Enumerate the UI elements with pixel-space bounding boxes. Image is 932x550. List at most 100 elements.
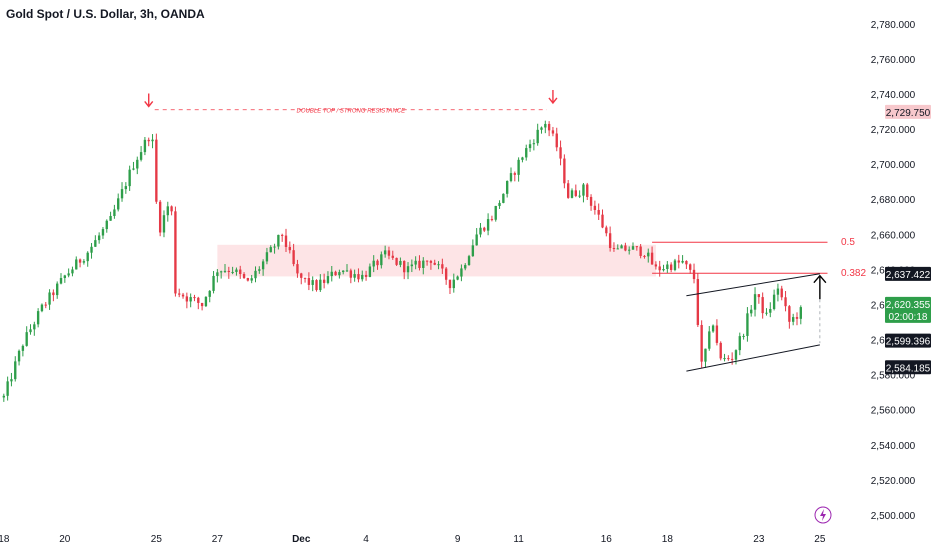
candle-body <box>669 264 673 270</box>
candle-body <box>273 246 276 248</box>
candle-body <box>456 276 459 280</box>
candle-body <box>117 198 120 210</box>
candle-body <box>101 229 105 236</box>
candle-body <box>345 270 349 272</box>
candle-body <box>94 240 97 247</box>
candle-body <box>689 264 692 270</box>
candle-body <box>395 257 398 265</box>
candle-body <box>170 206 173 212</box>
candle-body <box>605 227 608 234</box>
candle-body <box>612 248 616 250</box>
candle-body <box>78 259 82 263</box>
candle-body <box>711 325 715 332</box>
candle-body <box>136 159 139 169</box>
candle-body <box>219 271 223 273</box>
candle-body <box>494 205 497 220</box>
candle-body <box>231 271 234 273</box>
candle-body <box>33 324 36 330</box>
x-tick-label: 16 <box>601 534 613 545</box>
candle-body <box>151 139 154 142</box>
candle-body <box>2 395 5 398</box>
x-tick-label: 4 <box>363 534 369 545</box>
candle-body <box>483 227 486 231</box>
candle-body <box>364 274 368 277</box>
candle-body <box>139 152 143 160</box>
candle-body <box>723 358 726 360</box>
candle-body <box>391 255 394 258</box>
candle-body <box>540 127 543 130</box>
candle-body <box>624 245 627 251</box>
candle-body <box>505 180 509 194</box>
candle-body <box>746 313 749 336</box>
candle-body <box>715 325 719 343</box>
x-tick-label: 23 <box>753 534 765 545</box>
candle-body <box>589 196 593 206</box>
price-tag-label: 2,599.396 <box>886 337 931 348</box>
candle-body <box>547 123 551 131</box>
candle-body <box>780 288 783 298</box>
candle-body <box>315 280 318 291</box>
candle-body <box>422 260 425 268</box>
candle-body <box>292 250 295 265</box>
price-tag-label: 2,584.185 <box>886 363 931 374</box>
x-tick-label: 25 <box>151 534 163 545</box>
candle-body <box>265 252 269 262</box>
candle-body <box>296 264 299 274</box>
price-tag-bg <box>885 266 931 281</box>
candle-body <box>330 271 333 277</box>
candle-body <box>113 209 116 216</box>
candle-body <box>620 245 623 249</box>
candle-body <box>719 342 722 359</box>
candle-body <box>448 279 452 289</box>
candle-body <box>628 249 631 251</box>
candle-body <box>326 276 330 283</box>
candle-body <box>471 245 475 257</box>
candle-body <box>738 336 741 351</box>
candle-body <box>63 275 67 279</box>
candle-body <box>536 129 539 144</box>
candle-body <box>361 274 364 280</box>
candle-body <box>650 252 654 265</box>
candle-body <box>429 260 433 263</box>
candle-body <box>162 215 166 233</box>
candle-body <box>730 358 734 360</box>
fib-levels-layer: 0.5 0.382 <box>652 237 866 279</box>
candle-body <box>17 350 21 362</box>
candle-body <box>563 158 566 184</box>
candle-body <box>776 288 780 295</box>
resistance-zone <box>217 244 656 277</box>
down-arrow-icon-head <box>548 97 558 105</box>
candle-body <box>570 190 574 198</box>
drawings-layer: DOUBLE TOP / STRONG RESISTANCE <box>144 89 827 372</box>
y-tick-label: 2,720.000 <box>871 125 916 136</box>
candle-body <box>193 297 196 299</box>
candle-body <box>414 260 417 265</box>
candle-body <box>147 139 150 142</box>
candle-body <box>696 279 700 325</box>
candle-body <box>242 274 246 278</box>
candle-body <box>284 235 288 247</box>
candle-body <box>143 139 147 153</box>
time-axis[interactable]: 18 20 25 27 Dec 4 9 11 16 18 23 25 <box>0 534 826 545</box>
candle-body <box>662 269 665 271</box>
candle-body <box>197 297 200 303</box>
candle-body <box>56 283 59 296</box>
channel-lower-line <box>686 344 820 372</box>
candle-body <box>383 250 387 255</box>
candle-body <box>181 294 185 297</box>
candle-body <box>486 219 490 231</box>
candle-body <box>685 260 688 265</box>
candle-body <box>635 246 639 248</box>
candle-body <box>444 268 448 280</box>
candle-body <box>559 147 562 159</box>
candle-body <box>479 227 482 235</box>
resistance-zone-layer <box>217 244 656 277</box>
candles-layer <box>2 120 802 402</box>
candle-body <box>174 211 177 294</box>
candle-body <box>734 350 738 360</box>
candle-body <box>334 271 337 276</box>
candle-body <box>597 209 600 215</box>
candle-body <box>700 324 703 362</box>
candle-body <box>532 143 536 145</box>
